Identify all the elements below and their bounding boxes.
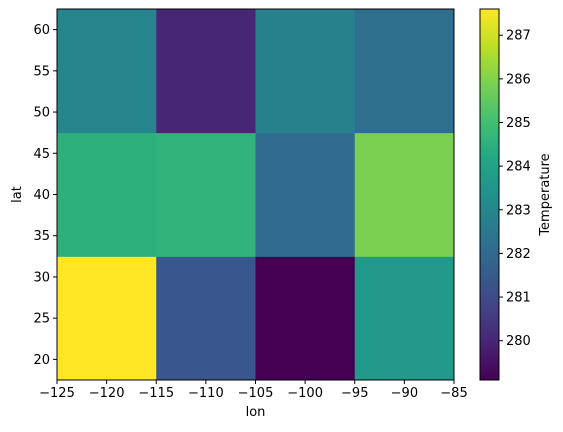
colorbar-label: Temperature — [538, 153, 553, 236]
colorbar-tick-label: 283 — [506, 203, 531, 218]
heatmap-cell — [354, 132, 455, 257]
y-axis-label: lat — [10, 186, 25, 203]
heatmap-cell — [354, 9, 455, 134]
colorbar-axis: 280 281 282 283 284 285 286 287 — [499, 29, 531, 349]
heatmap-cell — [57, 132, 157, 257]
x-tick-label: −90 — [391, 386, 418, 401]
y-tick-label: 30 — [33, 270, 50, 285]
x-tick-label: −115 — [138, 386, 174, 401]
colorbar — [480, 9, 499, 380]
colorbar-tick-label: 286 — [506, 72, 531, 87]
heatmap-cell — [255, 9, 356, 134]
y-tick-label: 45 — [33, 147, 50, 162]
y-tick-label: 25 — [33, 312, 50, 327]
heatmap-cell — [255, 132, 356, 257]
y-tick-label: 35 — [33, 229, 50, 244]
colorbar-tick-label: 287 — [506, 29, 531, 44]
y-tick-label: 55 — [33, 64, 50, 79]
colorbar-tick-label: 282 — [506, 247, 531, 262]
heatmap-cell — [156, 256, 256, 381]
y-tick-label: 40 — [33, 188, 50, 203]
y-axis: 20 25 30 35 40 45 50 55 60 — [33, 23, 57, 368]
heatmap-cell — [156, 9, 256, 134]
heatmap-cell — [354, 256, 455, 381]
x-tick-label: −120 — [89, 386, 125, 401]
colorbar-tick-label: 285 — [506, 116, 531, 131]
heatmap-cell — [255, 256, 356, 381]
x-tick-label: −100 — [287, 386, 323, 401]
x-tick-label: −110 — [188, 386, 224, 401]
heatmap-cells — [57, 9, 455, 381]
heatmap-cell — [57, 9, 157, 134]
colorbar-tick-label: 284 — [506, 160, 531, 175]
heatmap-cell — [57, 256, 157, 381]
colorbar-frame — [479, 8, 500, 381]
x-tick-label: −85 — [440, 386, 467, 401]
x-tick-label: −105 — [238, 386, 274, 401]
x-tick-label: −95 — [341, 386, 368, 401]
y-tick-label: 50 — [33, 106, 50, 121]
x-tick-label: −125 — [39, 386, 75, 401]
colorbar-tick-label: 281 — [506, 291, 531, 306]
x-axis-label: lon — [246, 405, 266, 420]
x-axis: −125 −120 −115 −110 −105 −100 −95 −90 −85 — [39, 380, 468, 401]
heatmap-cell — [156, 132, 256, 257]
y-tick-label: 20 — [33, 353, 50, 368]
y-tick-label: 60 — [33, 23, 50, 38]
colorbar-tick-label: 280 — [506, 334, 531, 349]
